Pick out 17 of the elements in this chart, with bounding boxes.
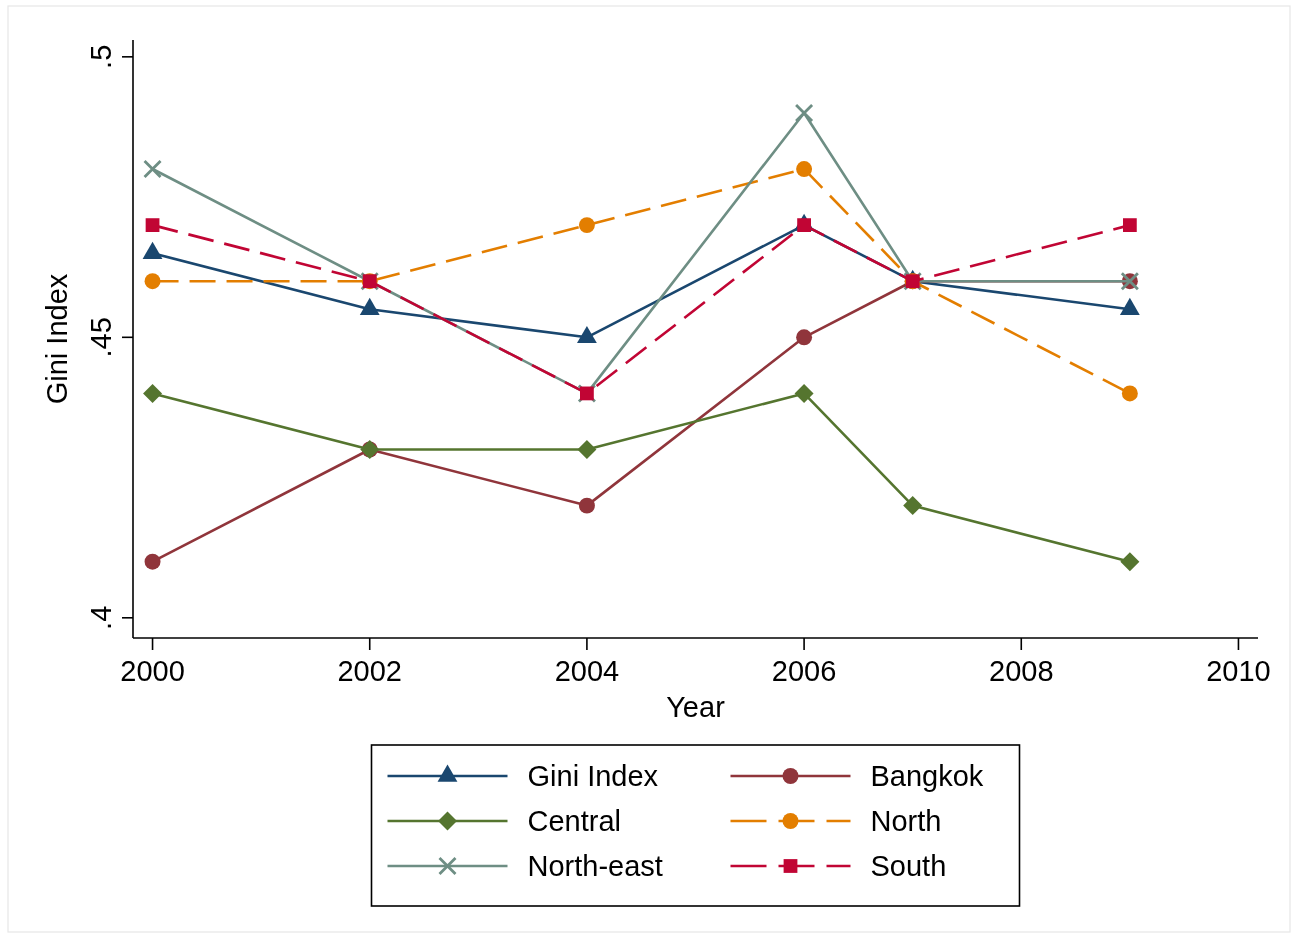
x-tick-label: 2002	[337, 655, 402, 687]
y-tick-label: .5	[85, 44, 117, 69]
legend-label: South	[870, 850, 947, 882]
x-tick-label: 2004	[554, 655, 620, 687]
y-axis-title: Gini Index	[41, 273, 73, 405]
x-tick-label: 2010	[1206, 655, 1271, 687]
y-tick-label: .4	[85, 605, 117, 630]
legend-label: North	[870, 805, 942, 837]
legend-label: North-east	[527, 850, 663, 882]
legend-label: Gini Index	[527, 760, 659, 792]
legend-label: Central	[527, 805, 621, 837]
x-tick-label: 2000	[120, 655, 185, 687]
legend-label: Bangkok	[870, 760, 984, 792]
x-axis-title: Year	[666, 691, 726, 723]
x-tick-label: 2008	[989, 655, 1054, 687]
x-tick-label: 2006	[771, 655, 837, 687]
y-tick-label: .45	[85, 317, 117, 358]
